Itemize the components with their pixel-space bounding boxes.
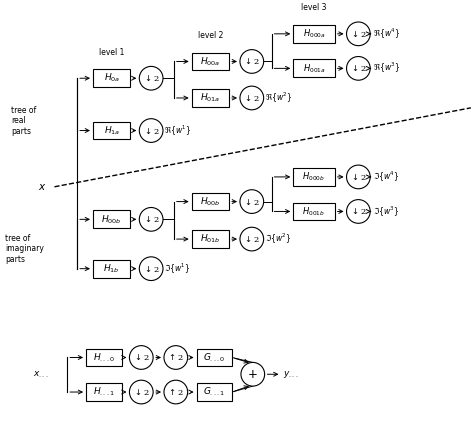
Text: $\downarrow$2: $\downarrow$2 — [133, 352, 150, 363]
Text: tree of
imaginary
parts: tree of imaginary parts — [5, 234, 44, 264]
Circle shape — [139, 207, 163, 231]
FancyBboxPatch shape — [191, 193, 229, 210]
FancyBboxPatch shape — [197, 348, 232, 366]
Text: $\downarrow$2: $\downarrow$2 — [143, 264, 160, 274]
Circle shape — [241, 363, 264, 386]
Text: $\Re\{w^2\}$: $\Re\{w^2\}$ — [264, 91, 292, 105]
Circle shape — [346, 22, 370, 45]
FancyBboxPatch shape — [293, 168, 335, 186]
Text: $\downarrow$2: $\downarrow$2 — [350, 29, 367, 39]
Text: $\uparrow$2: $\uparrow$2 — [167, 387, 184, 397]
FancyBboxPatch shape — [86, 348, 121, 366]
Text: $\downarrow$2: $\downarrow$2 — [244, 197, 260, 207]
FancyBboxPatch shape — [293, 203, 335, 220]
Circle shape — [129, 380, 153, 404]
FancyBboxPatch shape — [191, 53, 229, 71]
FancyBboxPatch shape — [86, 383, 121, 401]
Text: $G_{...1}$: $G_{...1}$ — [203, 386, 225, 398]
Text: $H_{001b}$: $H_{001b}$ — [302, 205, 326, 218]
Text: $H_{00b}$: $H_{00b}$ — [200, 196, 220, 208]
Text: $\downarrow$2: $\downarrow$2 — [143, 214, 160, 224]
Circle shape — [139, 257, 163, 280]
Text: $H_{0a}$: $H_{0a}$ — [103, 72, 120, 85]
Text: $\downarrow$2: $\downarrow$2 — [244, 57, 260, 66]
FancyBboxPatch shape — [93, 69, 130, 87]
Text: level 3: level 3 — [301, 3, 327, 12]
Circle shape — [240, 50, 264, 73]
Text: $H_{000b}$: $H_{000b}$ — [302, 171, 326, 183]
Circle shape — [240, 227, 264, 251]
Text: level 1: level 1 — [99, 48, 124, 57]
FancyBboxPatch shape — [191, 230, 229, 248]
Text: $x$: $x$ — [38, 182, 46, 192]
Text: $H_{1a}$: $H_{1a}$ — [103, 124, 120, 137]
Text: $\uparrow$2: $\uparrow$2 — [167, 352, 184, 363]
Circle shape — [346, 200, 370, 223]
FancyBboxPatch shape — [93, 122, 130, 139]
Text: $H_{00a}$: $H_{00a}$ — [200, 55, 220, 68]
Circle shape — [139, 119, 163, 142]
Text: $x_{...}$: $x_{...}$ — [33, 369, 48, 380]
Text: $H_{00b}$: $H_{00b}$ — [101, 213, 122, 226]
Text: $\downarrow$2: $\downarrow$2 — [244, 93, 260, 103]
Circle shape — [164, 346, 188, 369]
Circle shape — [346, 57, 370, 80]
Text: $H_{...1}$: $H_{...1}$ — [93, 386, 115, 398]
Text: $\downarrow$2: $\downarrow$2 — [143, 73, 160, 83]
Text: $H_{001a}$: $H_{001a}$ — [302, 62, 325, 75]
FancyBboxPatch shape — [197, 383, 232, 401]
Text: $y_{...}$: $y_{...}$ — [283, 369, 299, 380]
Text: $\downarrow$2: $\downarrow$2 — [350, 63, 367, 74]
Text: tree of
real
parts: tree of real parts — [11, 106, 36, 136]
Text: $G_{...0}$: $G_{...0}$ — [203, 351, 226, 364]
FancyBboxPatch shape — [93, 210, 130, 228]
FancyBboxPatch shape — [293, 25, 335, 43]
Text: $\Re\{w^4\}$: $\Re\{w^4\}$ — [373, 27, 401, 41]
Text: $H_{...0}$: $H_{...0}$ — [93, 351, 115, 364]
Text: $\downarrow$2: $\downarrow$2 — [350, 207, 367, 216]
Text: $\Im\{w^3\}$: $\Im\{w^3\}$ — [373, 204, 400, 218]
Text: $\Re\{w^3\}$: $\Re\{w^3\}$ — [373, 61, 401, 76]
FancyBboxPatch shape — [191, 89, 229, 107]
Text: $H_{1b}$: $H_{1b}$ — [103, 262, 120, 275]
FancyBboxPatch shape — [293, 60, 335, 77]
Text: $\Im\{w^2\}$: $\Im\{w^2\}$ — [264, 232, 291, 246]
Text: $\Re\{w^1\}$: $\Re\{w^1\}$ — [164, 123, 191, 138]
FancyBboxPatch shape — [93, 260, 130, 278]
Text: $H_{01a}$: $H_{01a}$ — [200, 92, 220, 104]
Text: $+$: $+$ — [247, 368, 258, 381]
Text: $\downarrow$2: $\downarrow$2 — [133, 387, 150, 397]
Text: $\downarrow$2: $\downarrow$2 — [350, 172, 367, 182]
Circle shape — [346, 165, 370, 189]
Circle shape — [129, 346, 153, 369]
Text: $H_{01b}$: $H_{01b}$ — [200, 233, 220, 245]
Text: $\Im\{w^4\}$: $\Im\{w^4\}$ — [373, 170, 400, 184]
Text: $\downarrow$2: $\downarrow$2 — [244, 234, 260, 244]
Text: level 2: level 2 — [198, 31, 223, 40]
Circle shape — [164, 380, 188, 404]
Circle shape — [139, 66, 163, 90]
Text: $\Im\{w^1\}$: $\Im\{w^1\}$ — [164, 262, 191, 276]
Text: $\downarrow$2: $\downarrow$2 — [143, 125, 160, 136]
Circle shape — [240, 190, 264, 213]
Text: $H_{000a}$: $H_{000a}$ — [302, 28, 325, 40]
Circle shape — [240, 86, 264, 110]
